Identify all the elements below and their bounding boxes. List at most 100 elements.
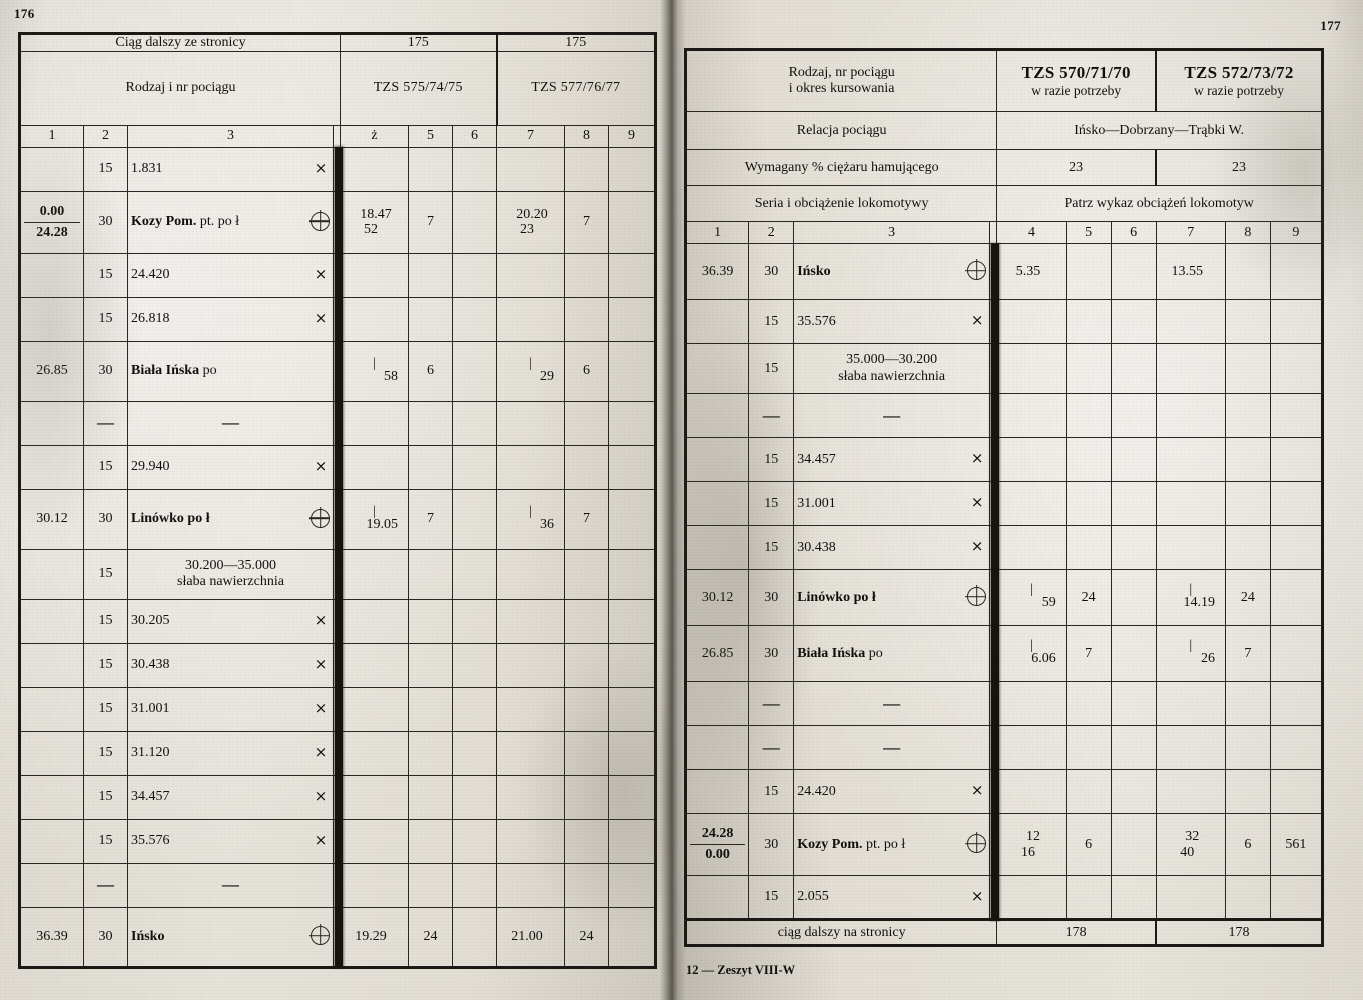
speed-limit: 15 xyxy=(98,267,113,283)
cell-name: 24.420 ⨯ xyxy=(793,769,991,814)
table-row[interactable]: 15 35.576 ⨯ xyxy=(684,299,1324,344)
level-crossing-icon: ⨯ xyxy=(314,160,328,177)
cell-col8: 6 xyxy=(1224,813,1271,876)
speed-limit: 15 xyxy=(98,833,113,849)
table-row[interactable]: 15 30.438 ⨯ xyxy=(684,525,1324,570)
continuation-page-1: 175 xyxy=(340,33,497,52)
table-row[interactable]: 36.39 30 Ińsko 5.35 13.55 xyxy=(684,243,1324,300)
cell-speed: 30 xyxy=(83,906,128,968)
cell-col9 xyxy=(1269,681,1324,726)
table-row[interactable]: 15 35.000—30.200 słaba nawierzchnia xyxy=(684,343,1324,394)
table-row[interactable]: 15 30.200—35.000 słaba nawierzchnia xyxy=(19,548,657,600)
table-row[interactable]: 30.12 30 Linówko po ł | 19.05 7 | 36 7 xyxy=(19,488,657,550)
left-page: 176 Ciąg dalszy ze stronicy 175 175 Rodz… xyxy=(0,0,672,1000)
cell-distance: 30.12 xyxy=(684,569,750,626)
cell-col8 xyxy=(564,400,609,446)
time-cell-inner: | 6.06 xyxy=(1000,638,1062,667)
table-row[interactable]: 15 24.420 ⨯ xyxy=(684,769,1324,814)
cell-distance xyxy=(684,525,750,570)
cell-speed: — xyxy=(83,862,128,908)
cell-distance xyxy=(19,548,84,600)
table-row[interactable]: 15 2.055 ⨯ xyxy=(684,875,1324,920)
level-crossing-icon: ⨯ xyxy=(314,744,328,761)
table-row[interactable]: 15 31.120 ⨯ xyxy=(19,730,657,776)
cell-col8 xyxy=(1224,481,1271,526)
table-row[interactable]: 36.39 30 Ińsko 19.29 24 21.00 24 xyxy=(19,906,657,968)
cell-time-train-2 xyxy=(1155,393,1226,438)
cell-name: 30.200—35.000 słaba nawierzchnia xyxy=(127,548,334,600)
table-row[interactable]: 15 26.818 ⨯ xyxy=(19,296,657,342)
distance-km: 26.85 xyxy=(701,645,734,661)
stop-minutes-2: 6 xyxy=(1244,836,1252,852)
cell-time-train-2 xyxy=(1155,437,1226,482)
section-range: 35.000—30.200 xyxy=(846,351,938,367)
col-header-1: 1 xyxy=(19,124,84,148)
table-row[interactable]: 30.12 30 Linówko po ł | 59 24 | 14.19 24 xyxy=(684,569,1324,626)
cell-speed: 15 xyxy=(83,252,128,298)
cell-col8 xyxy=(564,730,609,776)
arrival-time: 12 xyxy=(1026,828,1041,844)
table-row[interactable]: 15 31.001 ⨯ xyxy=(684,481,1324,526)
locomotive-row: Seria i obciążenie lokomotywy Patrz wyka… xyxy=(684,185,1323,222)
stop-minutes-2: 6 xyxy=(583,363,590,379)
cell-distance xyxy=(19,818,84,864)
table-row[interactable]: — — xyxy=(684,681,1324,726)
cell-time-train-2 xyxy=(1155,875,1226,920)
table-row[interactable]: 26.85 30 Biała Ińska po | 58 6 | 29 6 xyxy=(19,340,657,402)
table-row[interactable]: 15 35.576 ⨯ xyxy=(19,818,657,864)
table-row[interactable]: 15 1.831 ⨯ xyxy=(19,146,657,192)
cell-name: 35.576 ⨯ xyxy=(793,299,991,344)
table-row[interactable]: — — xyxy=(19,862,657,908)
cell-col8 xyxy=(1224,725,1271,770)
departure-time: 23 xyxy=(520,222,534,238)
table-row[interactable]: 15 24.420 ⨯ xyxy=(19,252,657,298)
table-row[interactable]: 15 29.940 ⨯ xyxy=(19,444,657,490)
table-row[interactable]: — — xyxy=(684,393,1324,438)
cell-col6 xyxy=(452,730,497,776)
table-row[interactable]: 15 30.205 ⨯ xyxy=(19,598,657,644)
distance-lower: 24.28 xyxy=(36,224,68,240)
cell-time-train-1 xyxy=(340,400,409,446)
cell-heavy-rule xyxy=(989,681,998,726)
table-row[interactable]: 26.85 30 Biała Ińska po | 6.06 7 | 26 7 xyxy=(684,625,1324,682)
name-cell-inner: 34.457 ⨯ xyxy=(131,789,330,806)
cell-col9 xyxy=(1269,769,1324,814)
right-train-note-1: w razie potrzeby xyxy=(1031,83,1122,99)
table-row[interactable]: 15 30.438 ⨯ xyxy=(19,642,657,688)
cell-col6 xyxy=(452,862,497,908)
speed-limit: 30 xyxy=(764,645,779,661)
through-tick: | xyxy=(1189,638,1193,654)
right-page-folio: 177 xyxy=(1320,18,1341,33)
table-row[interactable]: 24.28 0.00 30 Kozy Pom. pt. po ł 12 16 6 32 40 6 5… xyxy=(684,813,1324,876)
cell-heavy-rule xyxy=(333,598,341,644)
table-row[interactable]: — — xyxy=(19,400,657,446)
table-row[interactable]: 0.00 24.28 30 Kozy Pom. pt. po ł 18.47 52 7 20.… xyxy=(19,190,657,254)
through-tick: | xyxy=(1030,638,1033,654)
cell-col8 xyxy=(1224,299,1271,344)
cell-col9 xyxy=(1269,243,1324,300)
cell-time-train-2 xyxy=(496,818,565,864)
empty-marker: — xyxy=(222,413,239,433)
cell-col5 xyxy=(1065,681,1112,726)
name-cell-inner: 29.940 ⨯ xyxy=(131,459,330,476)
table-row[interactable]: 15 34.457 ⨯ xyxy=(684,437,1324,482)
cell-heavy-rule xyxy=(333,686,341,732)
col-header-7: 7 xyxy=(496,124,565,148)
cell-col6 xyxy=(452,818,497,864)
time-cell-inner: | 36 xyxy=(500,504,561,533)
cell-time-train-2 xyxy=(1155,525,1226,570)
cell-heavy-rule xyxy=(989,875,998,920)
table-row[interactable]: 15 34.457 ⨯ xyxy=(19,774,657,820)
table-row[interactable]: — — xyxy=(684,725,1324,770)
cell-col5 xyxy=(408,252,453,298)
table-row[interactable]: 15 31.001 ⨯ xyxy=(19,686,657,732)
cell-heavy-rule xyxy=(989,343,998,394)
time-cell-inner: 13.55 xyxy=(1160,264,1222,280)
cell-speed: 30 xyxy=(83,190,128,254)
kilometre-post: 30.205 xyxy=(131,613,170,629)
kind-label-line-1: Rodzaj, nr pociągu xyxy=(788,65,895,81)
cell-heavy-rule xyxy=(989,813,998,876)
arrival-time: 32 xyxy=(1185,828,1200,844)
cell-time-train-1 xyxy=(996,681,1067,726)
